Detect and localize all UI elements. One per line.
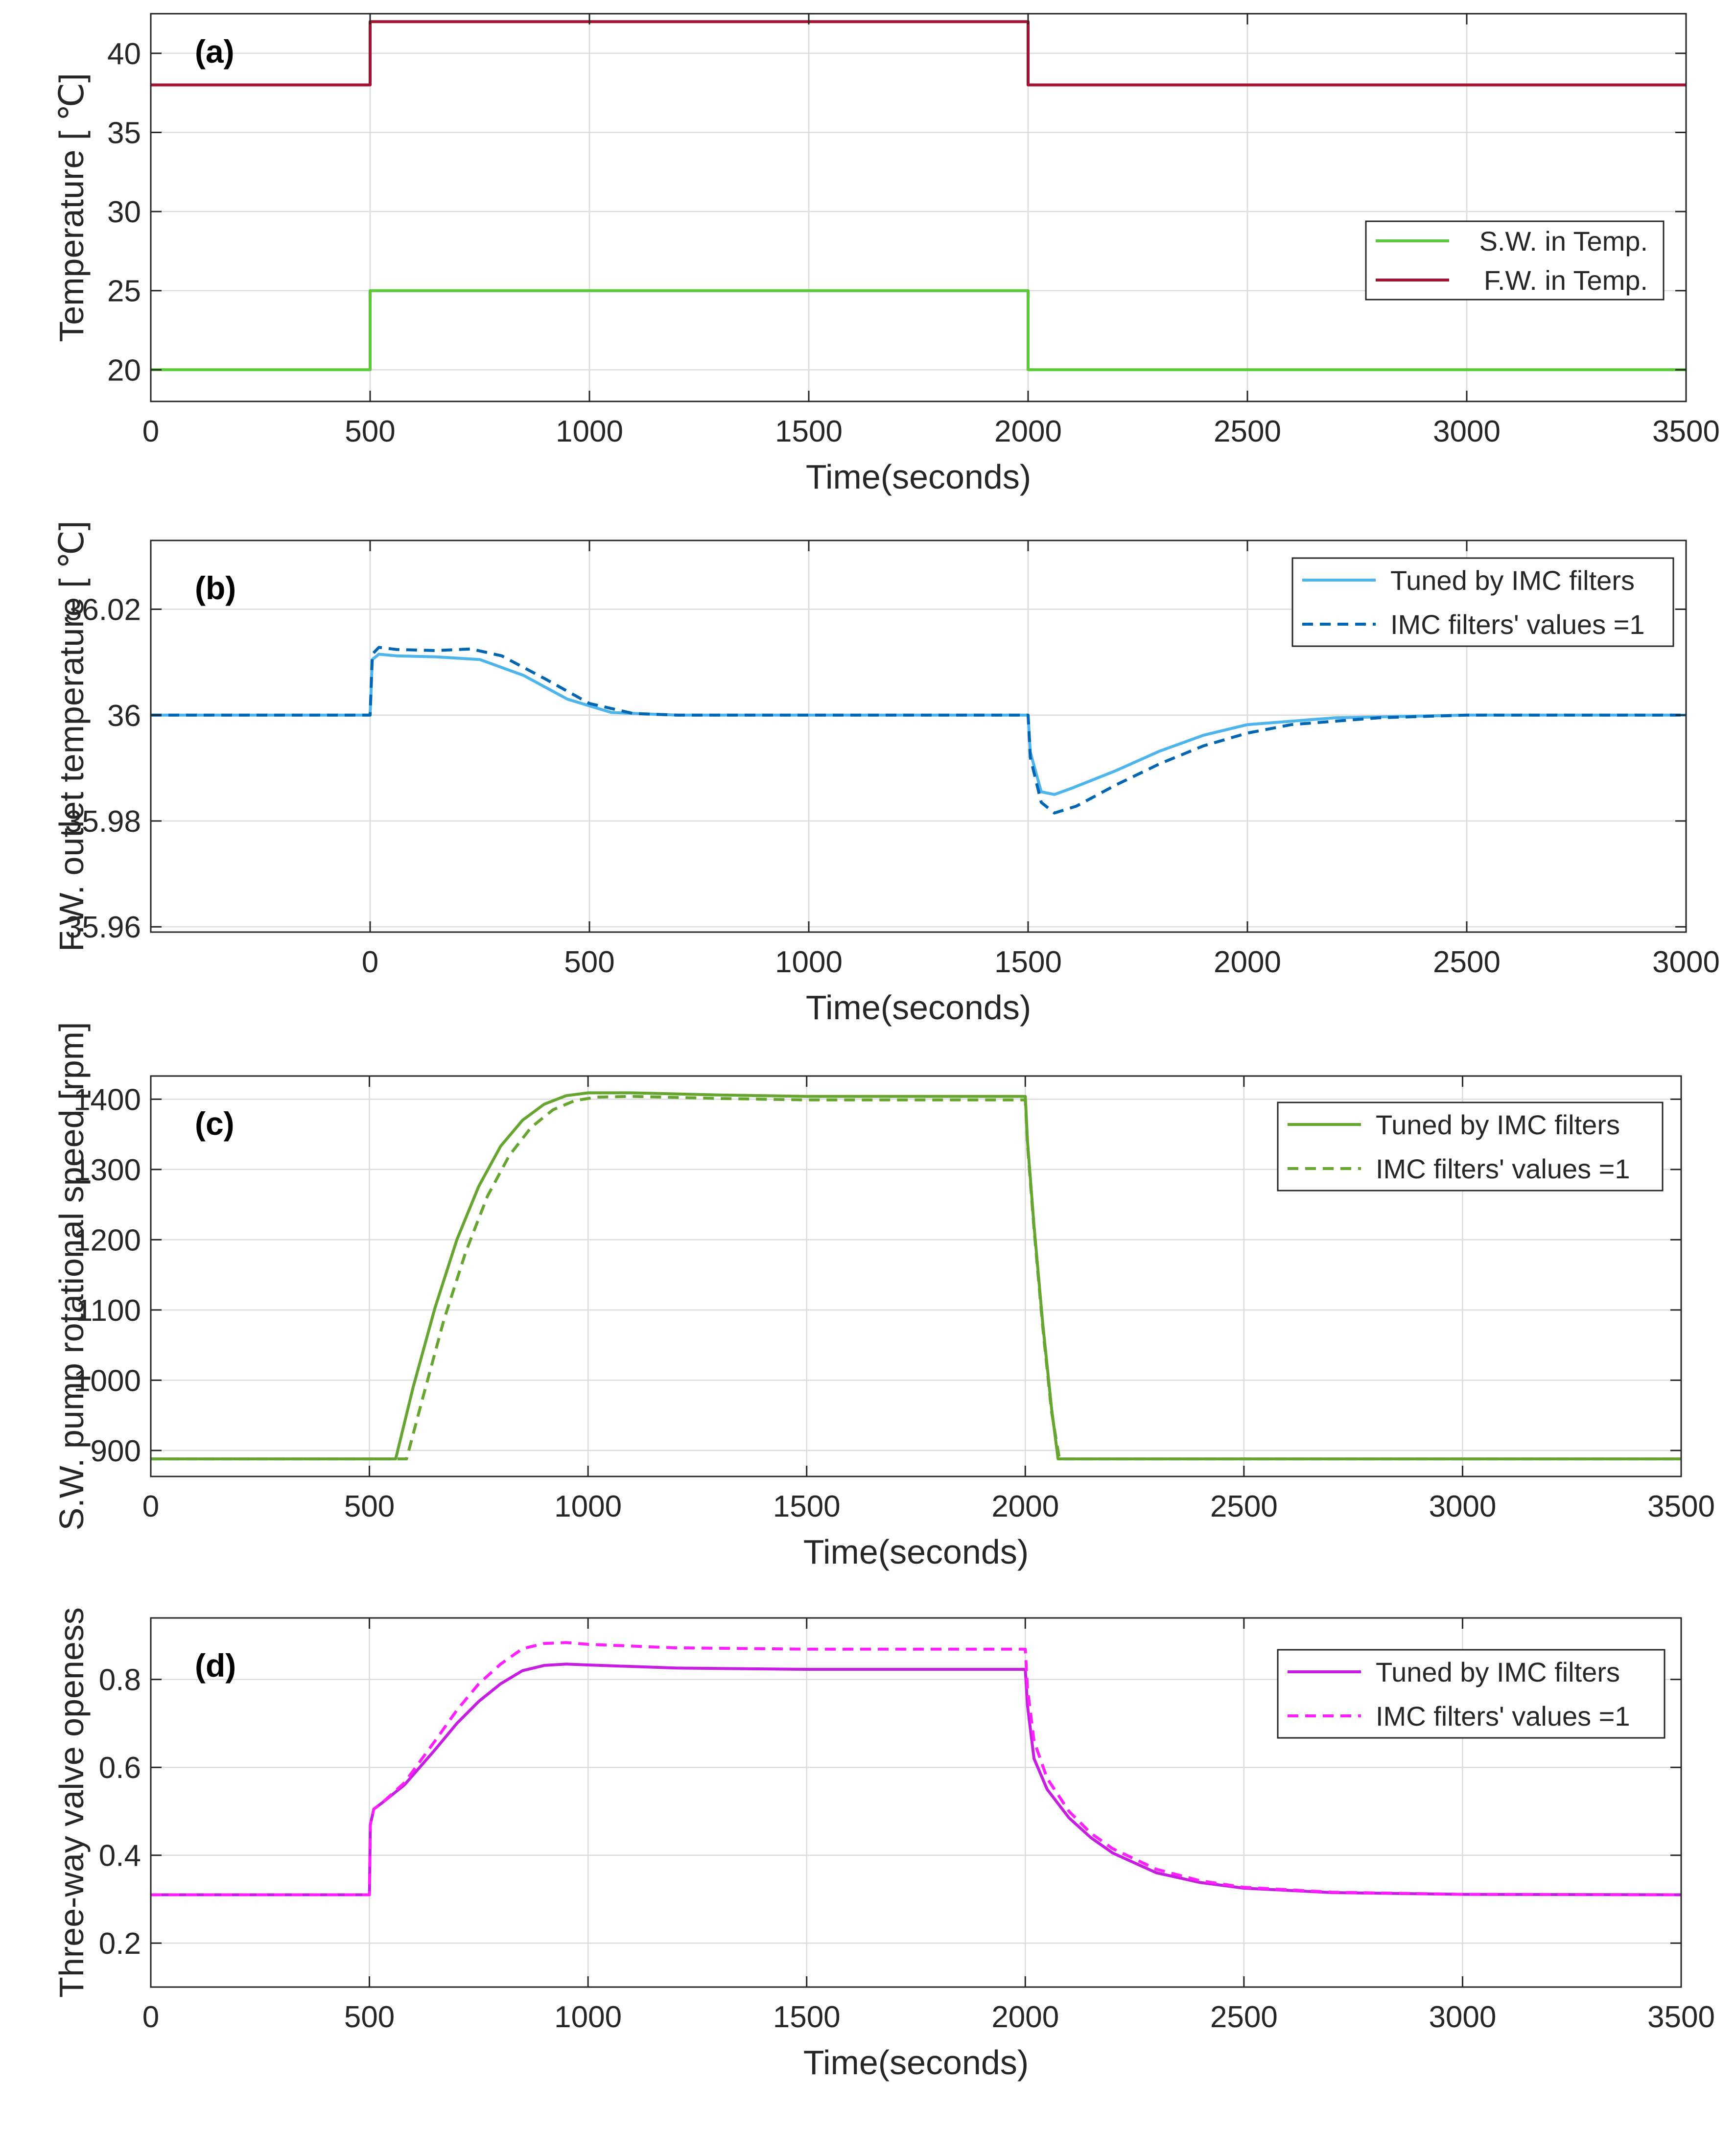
x-tick-label: 2500	[1210, 1490, 1278, 1523]
plot-area	[151, 14, 1686, 401]
x-tick-label: 3000	[1652, 945, 1720, 979]
axes-box	[150, 539, 1687, 933]
x-tick-label: 1500	[994, 945, 1062, 979]
series-line-solid	[151, 289, 1686, 372]
legend-entry: IMC filters' values =1	[1376, 1701, 1630, 1732]
axes-box	[150, 1617, 1682, 1988]
x-axis-label: Time(seconds)	[803, 1533, 1029, 1571]
y-tick-label: 1100	[76, 1294, 141, 1328]
x-tick-label: 0	[362, 945, 378, 979]
x-tick-label: 2500	[1433, 945, 1501, 979]
series-line-dashed	[151, 1641, 1681, 1896]
x-axis-label: Time(seconds)	[803, 2043, 1029, 2082]
y-tick-label: 35.98	[65, 805, 141, 839]
x-tick-label: 500	[345, 415, 395, 448]
x-tick-label: 2000	[991, 2000, 1059, 2034]
x-tick-label: 2500	[1214, 415, 1281, 448]
y-tick-label: 900	[91, 1434, 141, 1468]
series-group	[151, 1641, 1681, 1896]
y-tick-label: 1000	[73, 1364, 141, 1398]
series-line-dashed	[151, 1095, 1681, 1461]
legend-entry: IMC filters' values =1	[1376, 1153, 1630, 1184]
y-tick-label: 0.4	[99, 1839, 141, 1873]
x-axis-label: Time(seconds)	[806, 988, 1031, 1027]
x-tick-label: 3000	[1429, 1490, 1496, 1523]
x-tick-label: 1000	[556, 415, 623, 448]
series-line-dashed	[151, 646, 1686, 815]
y-tick-label: 1300	[73, 1153, 141, 1187]
y-tick-label: 0.6	[99, 1751, 141, 1785]
y-tick-label: 0.2	[99, 1927, 141, 1961]
y-tick-label: 36	[107, 699, 141, 733]
axes-box	[150, 1075, 1682, 1477]
axes-box	[150, 13, 1687, 402]
y-axis-label: S.W. pump rotational speed [rpm]	[52, 1022, 91, 1531]
legend: Tuned by IMC filters IMC filters' values …	[1277, 1649, 1666, 1739]
x-tick-label: 500	[564, 945, 614, 979]
series-line-solid	[151, 20, 1686, 87]
x-tick-label: 500	[344, 2000, 395, 2034]
legend-box	[1277, 1101, 1664, 1192]
legend-box	[1365, 220, 1665, 301]
x-tick-label: 1500	[773, 2000, 841, 2034]
chart-panel-a: 0 500 1000 1500 2000 2500 3000 3500 20 25 30 35 40 Ti…	[52, 13, 1720, 496]
y-tick-label: 35	[107, 116, 141, 150]
legend-entry: S.W. in Temp.	[1479, 226, 1648, 257]
x-tick-label: 0	[142, 415, 159, 448]
panel-label: (b)	[195, 570, 236, 606]
x-tick-label: 0	[142, 2000, 159, 2034]
legend-entry: Tuned by IMC filters	[1390, 565, 1635, 596]
x-tick-label: 3500	[1652, 415, 1720, 448]
y-tick-label: 30	[107, 195, 141, 229]
legend-entry: Tuned by IMC filters	[1376, 1657, 1620, 1687]
x-tick-label: 2000	[991, 1490, 1059, 1523]
legend: Tuned by IMC filters IMC filters' values …	[1291, 557, 1674, 647]
x-tick-label: 3000	[1429, 2000, 1496, 2034]
x-tick-label: 2000	[1214, 945, 1281, 979]
x-tick-label: 1000	[554, 1490, 622, 1523]
y-tick-label: 1400	[73, 1083, 141, 1117]
legend-entry: F.W. in Temp.	[1484, 265, 1648, 296]
panel-label: (c)	[195, 1105, 235, 1142]
legend-entry: IMC filters' values =1	[1390, 609, 1645, 640]
x-tick-label: 2500	[1210, 2000, 1278, 2034]
x-tick-label: 1000	[775, 945, 843, 979]
x-tick-label: 2000	[994, 415, 1062, 448]
chart-panel-d: 0 500 1000 1500 2000 2500 3000 3500 0.2 0.4 0.6 0.8…	[52, 1607, 1715, 2082]
y-tick-label: 35.96	[65, 911, 141, 944]
x-tick-label: 3500	[1647, 2000, 1715, 2034]
panel-label: (a)	[195, 33, 235, 70]
series-line-solid	[151, 1662, 1681, 1896]
panel-label: (d)	[195, 1647, 236, 1684]
legend: S.W. in Temp. F.W. in Temp.	[1365, 220, 1665, 301]
series-group	[151, 1091, 1681, 1461]
x-tick-label: 3000	[1433, 415, 1501, 448]
chart-panel-b: 0 500 1000 1500 2000 2500 3000 35.96 35.98 36 36.0…	[52, 521, 1720, 1027]
y-axis-label: Temperature [ ℃]	[52, 73, 91, 342]
y-tick-label: 25	[107, 275, 141, 308]
y-tick-label: 40	[107, 37, 141, 71]
legend-box	[1291, 557, 1674, 647]
x-axis-label: Time(seconds)	[806, 458, 1031, 496]
x-tick-label: 1500	[773, 1490, 841, 1523]
y-tick-label: 1200	[73, 1223, 141, 1257]
chart-panel-c: 0 500 1000 1500 2000 2500 3000 3500 900 1000 1100 1…	[52, 1022, 1715, 1571]
x-tick-label: 500	[344, 1490, 395, 1523]
y-tick-label: 20	[107, 353, 141, 387]
x-tick-label: 0	[142, 1490, 159, 1523]
x-tick-label: 1000	[554, 2000, 622, 2034]
x-tick-label: 1500	[775, 415, 843, 448]
series-group	[151, 20, 1686, 372]
y-axis-label: F.W. outlet temperature [ ℃]	[52, 521, 91, 952]
y-tick-label: 0.8	[99, 1663, 141, 1697]
legend-entry: Tuned by IMC filters	[1376, 1109, 1620, 1140]
y-axis-label: Three-way valve openess	[52, 1607, 91, 1998]
x-tick-label: 3500	[1647, 1490, 1715, 1523]
y-tick-label: 36.02	[65, 593, 141, 627]
legend-box	[1277, 1649, 1666, 1739]
series-group	[151, 646, 1686, 815]
legend: Tuned by IMC filters IMC filters' values …	[1277, 1101, 1664, 1192]
